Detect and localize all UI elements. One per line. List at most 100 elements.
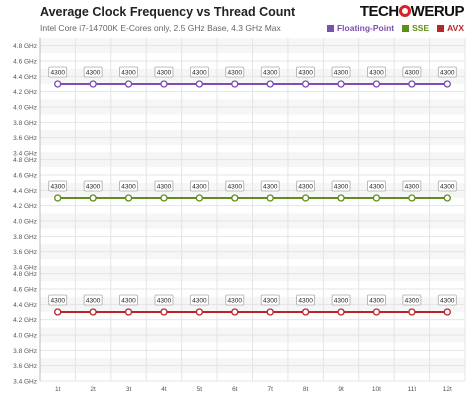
x-tick-label: 11t (408, 386, 417, 393)
legend-label: SSE (412, 23, 430, 33)
x-tick-label: 1t (55, 386, 61, 393)
data-label-box (331, 66, 351, 78)
y-tick-label: 4.2 GHz (13, 203, 37, 210)
data-point (195, 308, 204, 316)
legend-item-floating-point: Floating-Point (326, 23, 395, 33)
y-tick-label: 4.8 GHz (13, 271, 37, 278)
data-point (124, 194, 133, 202)
x-tick-label: 10t (372, 386, 381, 393)
data-label-box (402, 66, 422, 78)
x-tick-label: 9t (338, 386, 344, 393)
data-point (89, 308, 97, 316)
y-tick-label: 4.4 GHz (13, 74, 37, 81)
x-tick-label: 5t (197, 386, 203, 393)
y-tick-label: 4.6 GHz (13, 287, 37, 294)
data-point (337, 194, 345, 202)
y-tick-label: 3.4 GHz (13, 151, 37, 158)
data-label: 4300 (298, 298, 313, 305)
data-label: 4300 (50, 298, 65, 305)
data-point (160, 80, 168, 88)
y-tick-label: 3.4 GHz (13, 379, 37, 386)
data-point (301, 80, 310, 88)
legend-swatch (402, 24, 410, 32)
data-label: 4300 (121, 184, 136, 191)
data-point (301, 308, 310, 316)
data-point (89, 80, 97, 88)
data-label: 4300 (369, 184, 384, 191)
data-point (89, 194, 97, 202)
data-point (54, 80, 62, 88)
data-label-box (402, 180, 422, 192)
data-label: 4300 (228, 184, 243, 191)
legend-item-avx: AVX (437, 23, 464, 33)
data-label: 4300 (334, 70, 349, 77)
chart-title: Average Clock Frequency vs Thread Count (40, 5, 296, 19)
data-label: 4300 (192, 70, 207, 77)
data-point (372, 308, 381, 316)
data-label-box (296, 66, 316, 78)
x-tick-label: 3t (126, 386, 132, 393)
data-label: 4300 (86, 298, 101, 305)
x-tick-label: 8t (303, 386, 309, 393)
x-tick-label: 7t (267, 386, 273, 393)
data-label: 4300 (369, 298, 384, 305)
data-point (54, 194, 62, 202)
data-label-box (260, 180, 280, 192)
data-point (195, 80, 204, 88)
data-label-box (189, 66, 209, 78)
data-label: 4300 (440, 298, 455, 305)
data-point (408, 194, 416, 202)
techpowerup-logo: TECH WERUP (360, 3, 465, 20)
data-label: 4300 (298, 184, 313, 191)
data-point (372, 194, 381, 202)
y-tick-label: 4.8 GHz (13, 43, 37, 50)
data-label-box (367, 180, 386, 192)
y-tick-label: 4.8 GHz (13, 157, 37, 164)
legend-label: AVX (447, 23, 464, 33)
data-label: 4300 (121, 70, 136, 77)
data-label: 4300 (440, 184, 455, 191)
data-label-box (402, 294, 422, 306)
data-label-box (331, 180, 351, 192)
data-label: 4300 (263, 70, 278, 77)
data-label: 4300 (50, 70, 65, 77)
y-tick-label: 4.4 GHz (13, 188, 37, 195)
data-label-box (437, 66, 457, 78)
data-point (124, 308, 133, 316)
data-point (408, 80, 416, 88)
legend: Floating-Point SSE AVX (326, 23, 464, 33)
data-label: 4300 (86, 70, 101, 77)
data-label-box (48, 294, 68, 306)
legend-label: Floating-Point (336, 23, 395, 33)
data-point (266, 80, 274, 88)
y-tick-label: 3.4 GHz (13, 265, 37, 272)
data-label: 4300 (263, 184, 278, 191)
data-label-box (48, 180, 68, 192)
data-label: 4300 (157, 298, 172, 305)
data-label: 4300 (192, 298, 207, 305)
data-point (443, 308, 451, 316)
y-tick-label: 4.2 GHz (13, 89, 37, 96)
y-tick-label: 3.6 GHz (13, 363, 37, 370)
data-label: 4300 (121, 298, 136, 305)
data-point (266, 194, 274, 202)
data-point (337, 80, 345, 88)
data-point (266, 308, 274, 316)
y-tick-label: 3.8 GHz (13, 348, 37, 355)
data-label: 4300 (405, 184, 420, 191)
data-label-box (225, 66, 245, 78)
data-label-box (296, 180, 316, 192)
data-label: 4300 (440, 70, 455, 77)
y-tick-label: 4.0 GHz (13, 105, 37, 112)
legend-swatch (326, 24, 334, 32)
data-label-box (225, 180, 245, 192)
data-point (301, 194, 310, 202)
data-point (195, 194, 204, 202)
x-tick-label: 6t (232, 386, 238, 393)
data-point (160, 308, 168, 316)
data-label-box (189, 180, 209, 192)
data-label-box (367, 294, 386, 306)
data-point (54, 308, 62, 316)
power-ring-icon (398, 5, 411, 17)
